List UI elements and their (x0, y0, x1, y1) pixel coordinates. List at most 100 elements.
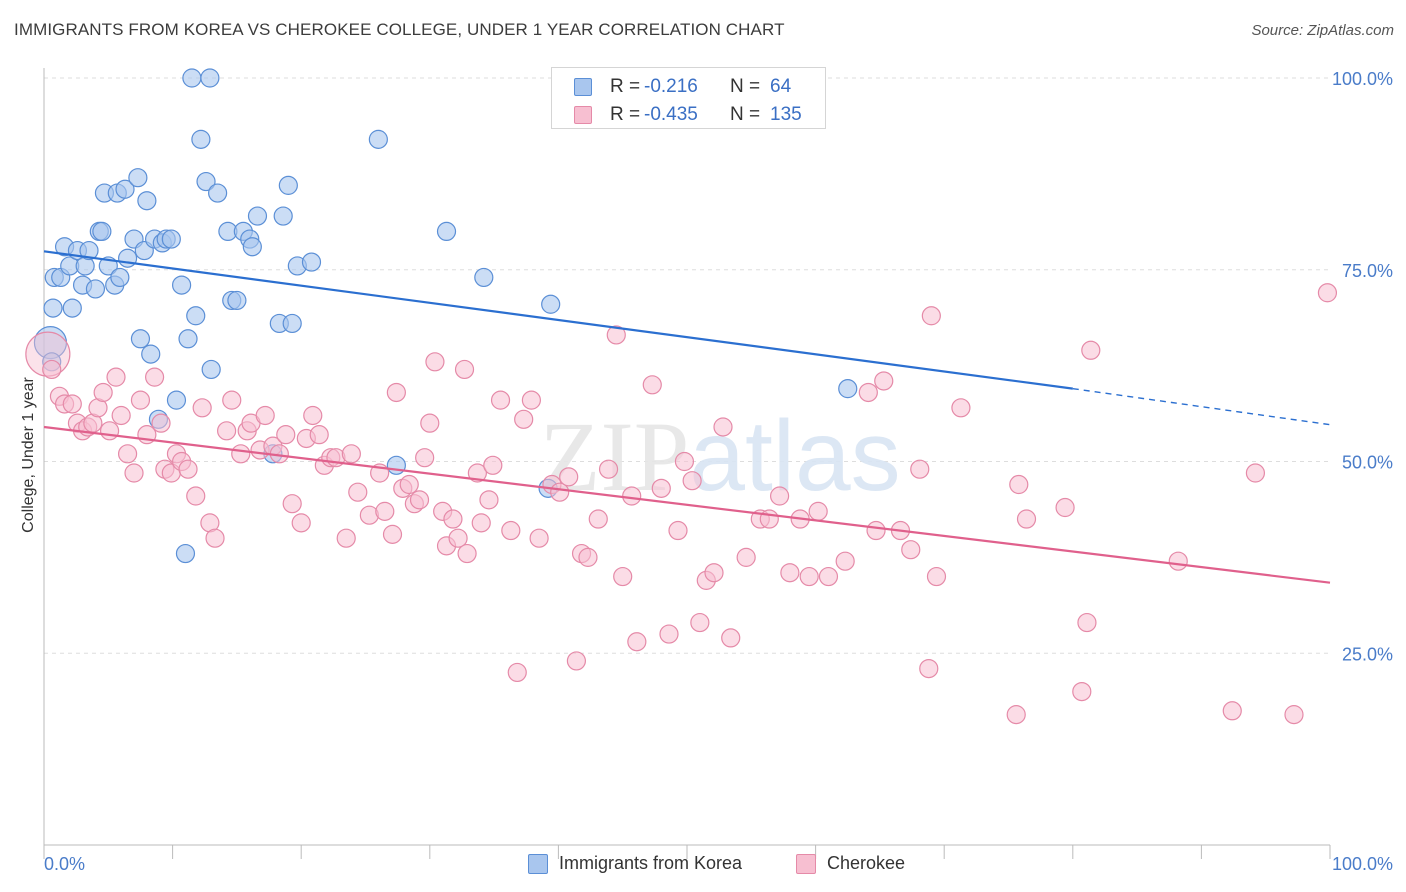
cherokee-point (151, 413, 171, 433)
cherokee-point (291, 513, 311, 533)
korea-point (386, 455, 406, 475)
cherokee-points (25, 283, 1338, 725)
cherokee-point (1284, 705, 1304, 725)
y-tick-label-1: 75.0% (1342, 261, 1393, 281)
cherokee-point (818, 566, 839, 587)
cherokee-legend-swatch (796, 854, 816, 874)
cherokee-point (375, 501, 395, 521)
korea-legend-swatch (528, 854, 548, 874)
cherokee-point (276, 425, 296, 445)
korea-point (838, 379, 858, 399)
cherokee-point (921, 306, 941, 326)
korea-point (282, 313, 302, 334)
cherokee-point (559, 467, 579, 487)
cherokee-point (420, 413, 440, 433)
korea-point (161, 229, 181, 249)
cherokee-point (178, 459, 198, 479)
korea-point (172, 275, 192, 295)
cherokee-point (651, 478, 671, 498)
n-value: 64 (770, 76, 792, 97)
korea-point (128, 168, 148, 188)
cherokee-point (415, 448, 435, 468)
n-value: 135 (770, 104, 802, 125)
r-label: R = (610, 76, 641, 97)
cherokee-point (1009, 474, 1029, 495)
cherokee-point (835, 551, 855, 571)
cherokee-point (282, 494, 302, 514)
korea-point (227, 290, 247, 311)
korea-point (196, 171, 216, 192)
korea-point (208, 183, 228, 203)
cherokee-point (99, 421, 120, 441)
cherokee-point (566, 651, 587, 671)
korea-point (541, 294, 561, 314)
cherokee-point (808, 501, 828, 521)
cherokee-point (858, 382, 878, 403)
cherokee-point (713, 417, 733, 437)
korea-point (191, 129, 211, 149)
cherokee-point (231, 444, 251, 464)
cherokee-point (1081, 340, 1101, 360)
grid-layer (44, 77, 1330, 654)
cherokee-point (514, 409, 534, 429)
korea-point (247, 206, 268, 226)
korea-point (141, 344, 161, 364)
korea-point (117, 248, 138, 268)
korea-point (436, 221, 457, 241)
cherokee-point (874, 371, 894, 391)
cherokee-point (222, 390, 242, 410)
korea-point (278, 175, 298, 195)
cherokee-point (1016, 509, 1037, 529)
cherokee-point (674, 451, 695, 472)
cherokee-point (386, 382, 406, 403)
cherokee-point (627, 632, 647, 652)
cherokee-point (124, 463, 144, 483)
korea-point (242, 237, 262, 257)
cherokee-point (448, 528, 468, 548)
cherokee-point (443, 509, 463, 529)
cherokee-point (341, 444, 361, 464)
n-label: N = (730, 76, 761, 97)
cherokee-point (93, 382, 113, 403)
cherokee-point (901, 540, 921, 560)
cherokee-point (659, 624, 679, 644)
cherokee-point (521, 390, 541, 410)
cherokee-point (866, 520, 886, 541)
korea-point (62, 298, 82, 318)
cherokee-point (192, 398, 212, 418)
cherokee-point (1006, 705, 1026, 725)
cherokee-point (507, 662, 527, 683)
cherokee-point (926, 566, 947, 587)
cherokee-point (255, 405, 275, 426)
cherokee-point (910, 459, 930, 479)
trend-layer (43, 250, 1331, 584)
korea-point (368, 129, 388, 149)
cherokee-point (668, 520, 688, 541)
korea-point (43, 298, 63, 318)
korea-point (166, 390, 187, 410)
cherokee-point (622, 486, 642, 506)
cherokee-point (721, 628, 741, 648)
cherokee-point (409, 490, 430, 510)
cherokee-point (759, 509, 779, 529)
cherokee-point (1222, 701, 1242, 721)
y-axis-label: College, Under 1 year (20, 377, 37, 533)
cherokee-swatch (574, 106, 592, 124)
cherokee-point (606, 325, 626, 345)
stats-legend: R = -0.216 N = 64 R = -0.435 N = 135 (551, 67, 826, 129)
cherokee-point (117, 444, 138, 464)
cherokee-point (130, 390, 151, 410)
n-label: N = (730, 104, 761, 125)
cherokee-point (303, 405, 323, 426)
cherokee-point (704, 563, 724, 583)
korea-point (110, 267, 130, 288)
y-tick-label-3: 25.0% (1342, 644, 1393, 664)
korea-points (33, 68, 858, 564)
cherokee-point (490, 390, 511, 410)
cherokee-point (382, 524, 403, 544)
korea-point (85, 279, 106, 299)
cherokee-point (1317, 283, 1338, 303)
korea-point (273, 206, 293, 226)
cherokee-point (186, 486, 206, 506)
